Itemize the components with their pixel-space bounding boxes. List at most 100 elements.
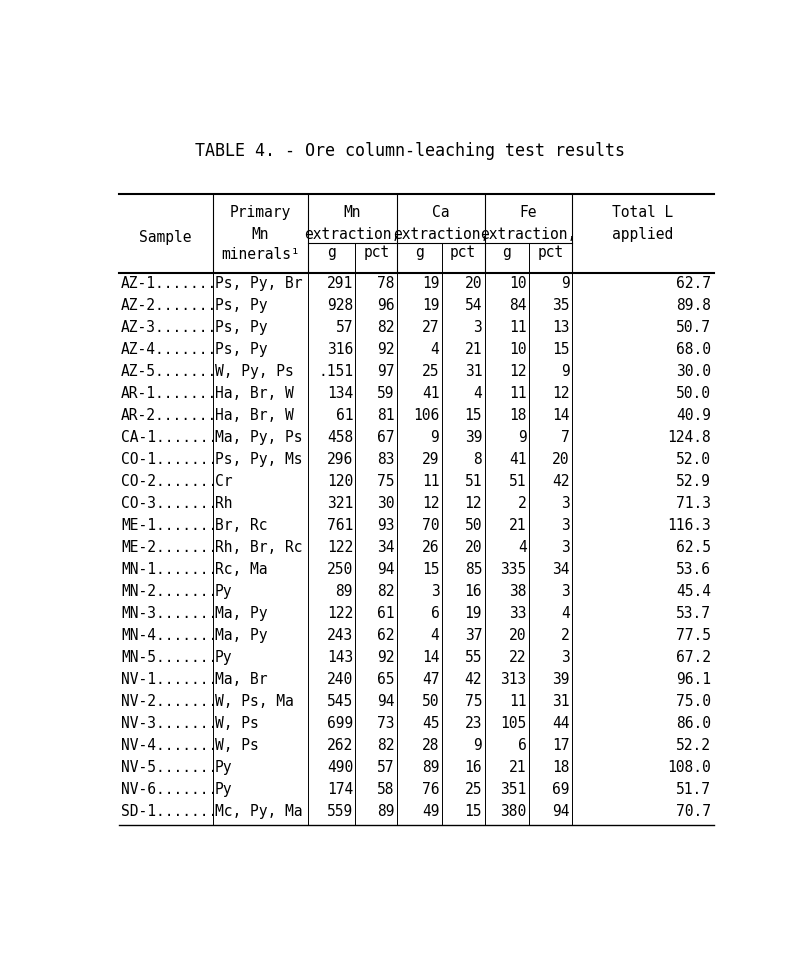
Text: 31: 31	[465, 364, 482, 378]
Text: 27: 27	[422, 320, 439, 335]
Text: 240: 240	[326, 672, 353, 686]
Text: pct: pct	[363, 245, 390, 260]
Text: Py: Py	[215, 584, 233, 599]
Text: 35: 35	[552, 298, 570, 313]
Text: 4: 4	[474, 386, 482, 401]
Text: CO-3.......: CO-3.......	[121, 496, 218, 511]
Text: 9: 9	[430, 430, 439, 445]
Text: Fe: Fe	[520, 204, 537, 220]
Text: 71.3: 71.3	[676, 496, 711, 511]
Text: 10: 10	[510, 276, 527, 291]
Text: 108.0: 108.0	[667, 760, 711, 774]
Text: 3: 3	[561, 496, 570, 511]
Text: g: g	[327, 245, 336, 260]
Text: 490: 490	[326, 760, 353, 774]
Text: extraction,: extraction,	[393, 227, 489, 242]
Text: W, Py, Ps: W, Py, Ps	[215, 364, 294, 378]
Text: 11: 11	[510, 694, 527, 709]
Text: 96: 96	[377, 298, 394, 313]
Text: 41: 41	[422, 386, 439, 401]
Text: 21: 21	[510, 760, 527, 774]
Text: .151: .151	[318, 364, 353, 378]
Text: 41: 41	[510, 452, 527, 467]
Text: NV-5.......: NV-5.......	[121, 760, 218, 774]
Text: Rh: Rh	[215, 496, 233, 511]
Text: 3: 3	[474, 320, 482, 335]
Text: 313: 313	[501, 672, 527, 686]
Text: 92: 92	[377, 342, 394, 357]
Text: 4: 4	[430, 342, 439, 357]
Text: 3: 3	[561, 650, 570, 665]
Text: 30: 30	[377, 496, 394, 511]
Text: 28: 28	[422, 738, 439, 753]
Text: Py: Py	[215, 782, 233, 797]
Text: 57: 57	[335, 320, 353, 335]
Text: 89: 89	[377, 803, 394, 819]
Text: 47: 47	[422, 672, 439, 686]
Text: 335: 335	[501, 561, 527, 577]
Text: 37: 37	[465, 628, 482, 643]
Text: 19: 19	[465, 606, 482, 620]
Text: AZ-2.......: AZ-2.......	[121, 298, 218, 313]
Text: Ma, Py, Ps: Ma, Py, Ps	[215, 430, 302, 445]
Text: 57: 57	[377, 760, 394, 774]
Text: 11: 11	[510, 320, 527, 335]
Text: 67.2: 67.2	[676, 650, 711, 665]
Text: MN-2.......: MN-2.......	[121, 584, 218, 599]
Text: 89: 89	[422, 760, 439, 774]
Text: 122: 122	[326, 540, 353, 555]
Text: g: g	[502, 245, 511, 260]
Text: 8: 8	[474, 452, 482, 467]
Text: g: g	[415, 245, 424, 260]
Text: 40.9: 40.9	[676, 408, 711, 423]
Text: Ps, Py: Ps, Py	[215, 342, 268, 357]
Text: 89: 89	[335, 584, 353, 599]
Text: 61: 61	[377, 606, 394, 620]
Text: 58: 58	[377, 782, 394, 797]
Text: Rh, Br, Rc: Rh, Br, Rc	[215, 540, 302, 555]
Text: Ha, Br, W: Ha, Br, W	[215, 408, 294, 423]
Text: 143: 143	[326, 650, 353, 665]
Text: 25: 25	[465, 782, 482, 797]
Text: 42: 42	[552, 474, 570, 489]
Text: 92: 92	[377, 650, 394, 665]
Text: 45.4: 45.4	[676, 584, 711, 599]
Text: 89.8: 89.8	[676, 298, 711, 313]
Text: 55: 55	[465, 650, 482, 665]
Text: MN-1.......: MN-1.......	[121, 561, 218, 577]
Text: MN-5.......: MN-5.......	[121, 650, 218, 665]
Text: 51.7: 51.7	[676, 782, 711, 797]
Text: 761: 761	[326, 518, 353, 532]
Text: 545: 545	[326, 694, 353, 709]
Text: 42: 42	[465, 672, 482, 686]
Text: 120: 120	[326, 474, 353, 489]
Text: 39: 39	[465, 430, 482, 445]
Text: 44: 44	[552, 715, 570, 731]
Text: Rc, Ma: Rc, Ma	[215, 561, 268, 577]
Text: 86.0: 86.0	[676, 715, 711, 731]
Text: pct: pct	[450, 245, 476, 260]
Text: SD-1.......: SD-1.......	[121, 803, 218, 819]
Text: 13: 13	[552, 320, 570, 335]
Text: 75: 75	[377, 474, 394, 489]
Text: 53.7: 53.7	[676, 606, 711, 620]
Text: 49: 49	[422, 803, 439, 819]
Text: 3: 3	[561, 540, 570, 555]
Text: Mn: Mn	[251, 227, 269, 242]
Text: 75.0: 75.0	[676, 694, 711, 709]
Text: Ha, Br, W: Ha, Br, W	[215, 386, 294, 401]
Text: Py: Py	[215, 650, 233, 665]
Text: 262: 262	[326, 738, 353, 753]
Text: 17: 17	[552, 738, 570, 753]
Text: 15: 15	[465, 408, 482, 423]
Text: 18: 18	[510, 408, 527, 423]
Text: 321: 321	[326, 496, 353, 511]
Text: 4: 4	[430, 628, 439, 643]
Text: TABLE 4. - Ore column-leaching test results: TABLE 4. - Ore column-leaching test resu…	[195, 142, 625, 161]
Text: 20: 20	[465, 540, 482, 555]
Text: W, Ps, Ma: W, Ps, Ma	[215, 694, 294, 709]
Text: 62: 62	[377, 628, 394, 643]
Text: 3: 3	[430, 584, 439, 599]
Text: Br, Rc: Br, Rc	[215, 518, 268, 532]
Text: 12: 12	[510, 364, 527, 378]
